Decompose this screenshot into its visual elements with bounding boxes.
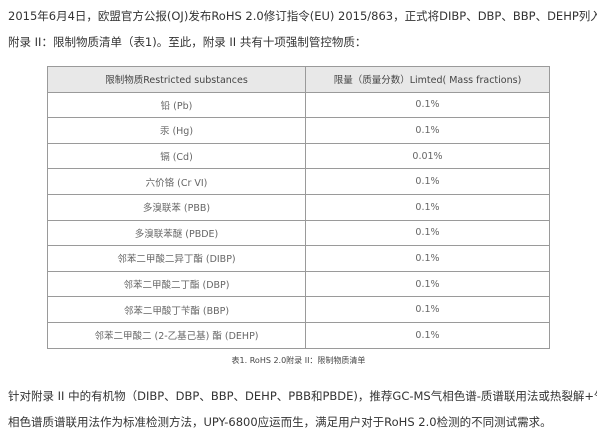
limit-cell: 0.1%	[305, 296, 550, 323]
substance-cell: 多溴联苯 (PBB)	[47, 193, 306, 221]
limit-cell: 0.1%	[305, 270, 550, 298]
table-caption: 表1. RoHS 2.0附录 II：限制物质清单	[231, 356, 366, 365]
substance-cell: 多溴联苯醚 (PBDE)	[47, 219, 306, 247]
restricted-substances-table: 限制物质Restricted substances 限量（质量分数）Limted…	[47, 66, 550, 349]
outro-line-2: 相色谱质谱联用法作为标准检测方法，UPY-6800应运而生，满足用户对于RoHS…	[8, 415, 552, 429]
table-row: 邻苯二甲酸二丁酯 (DBP) 0.1%	[47, 270, 550, 298]
outro-paragraph: 针对附录 II 中的有机物（DIBP、DBP、BBP、DEHP、PBB和PBDE…	[8, 383, 597, 435]
limit-cell: 0.1%	[305, 245, 550, 272]
limit-cell: 0.1%	[305, 219, 550, 247]
table-row: 汞 (Hg) 0.1%	[47, 117, 550, 144]
table-header-row: 限制物质Restricted substances 限量（质量分数）Limted…	[47, 66, 550, 93]
table-row: 铅 (Pb) 0.1%	[47, 91, 550, 119]
intro-paragraph: 2015年6月4日，欧盟官方公报(OJ)发布RoHS 2.0修订指令(EU) 2…	[8, 3, 597, 55]
limit-cell: 0.1%	[305, 117, 550, 144]
substance-cell: 汞 (Hg)	[47, 117, 306, 144]
table-row: 邻苯二甲酸二异丁酯 (DIBP) 0.1%	[47, 245, 550, 272]
substance-cell: 铅 (Pb)	[47, 91, 306, 119]
limit-cell: 0.1%	[305, 168, 550, 195]
substance-cell: 邻苯二甲酸二丁酯 (DBP)	[47, 270, 306, 298]
intro-line-2: 附录 II：限制物质清单（表1)。至此，附录 II 共有十项强制管控物质：	[8, 35, 367, 49]
table-row: 多溴联苯 (PBB) 0.1%	[47, 193, 550, 221]
table-row: 多溴联苯醚 (PBDE) 0.1%	[47, 219, 550, 247]
limit-cell: 0.1%	[305, 193, 550, 221]
limit-cell: 0.1%	[305, 91, 550, 119]
table-row: 邻苯二甲酸二 (2-乙基己基) 酯 (DEHP) 0.1%	[47, 321, 550, 349]
substance-cell: 六价铬 (Cr VI)	[47, 168, 306, 195]
header-substance: 限制物质Restricted substances	[47, 66, 306, 93]
substance-cell: 邻苯二甲酸丁苄酯 (BBP)	[47, 296, 306, 323]
table-row: 六价铬 (Cr VI) 0.1%	[47, 168, 550, 195]
substance-cell: 邻苯二甲酸二 (2-乙基己基) 酯 (DEHP)	[47, 321, 306, 349]
outro-line-1: 针对附录 II 中的有机物（DIBP、DBP、BBP、DEHP、PBB和PBDE…	[8, 389, 597, 403]
substance-cell: 镉 (Cd)	[47, 142, 306, 170]
table-row: 镉 (Cd) 0.01%	[47, 142, 550, 170]
substance-cell: 邻苯二甲酸二异丁酯 (DIBP)	[47, 245, 306, 272]
limit-cell: 0.01%	[305, 142, 550, 170]
intro-line-1: 2015年6月4日，欧盟官方公报(OJ)发布RoHS 2.0修订指令(EU) 2…	[8, 9, 597, 23]
table-row: 邻苯二甲酸丁苄酯 (BBP) 0.1%	[47, 296, 550, 323]
header-limit: 限量（质量分数）Limted( Mass fractions)	[305, 66, 550, 93]
limit-cell: 0.1%	[305, 321, 550, 349]
